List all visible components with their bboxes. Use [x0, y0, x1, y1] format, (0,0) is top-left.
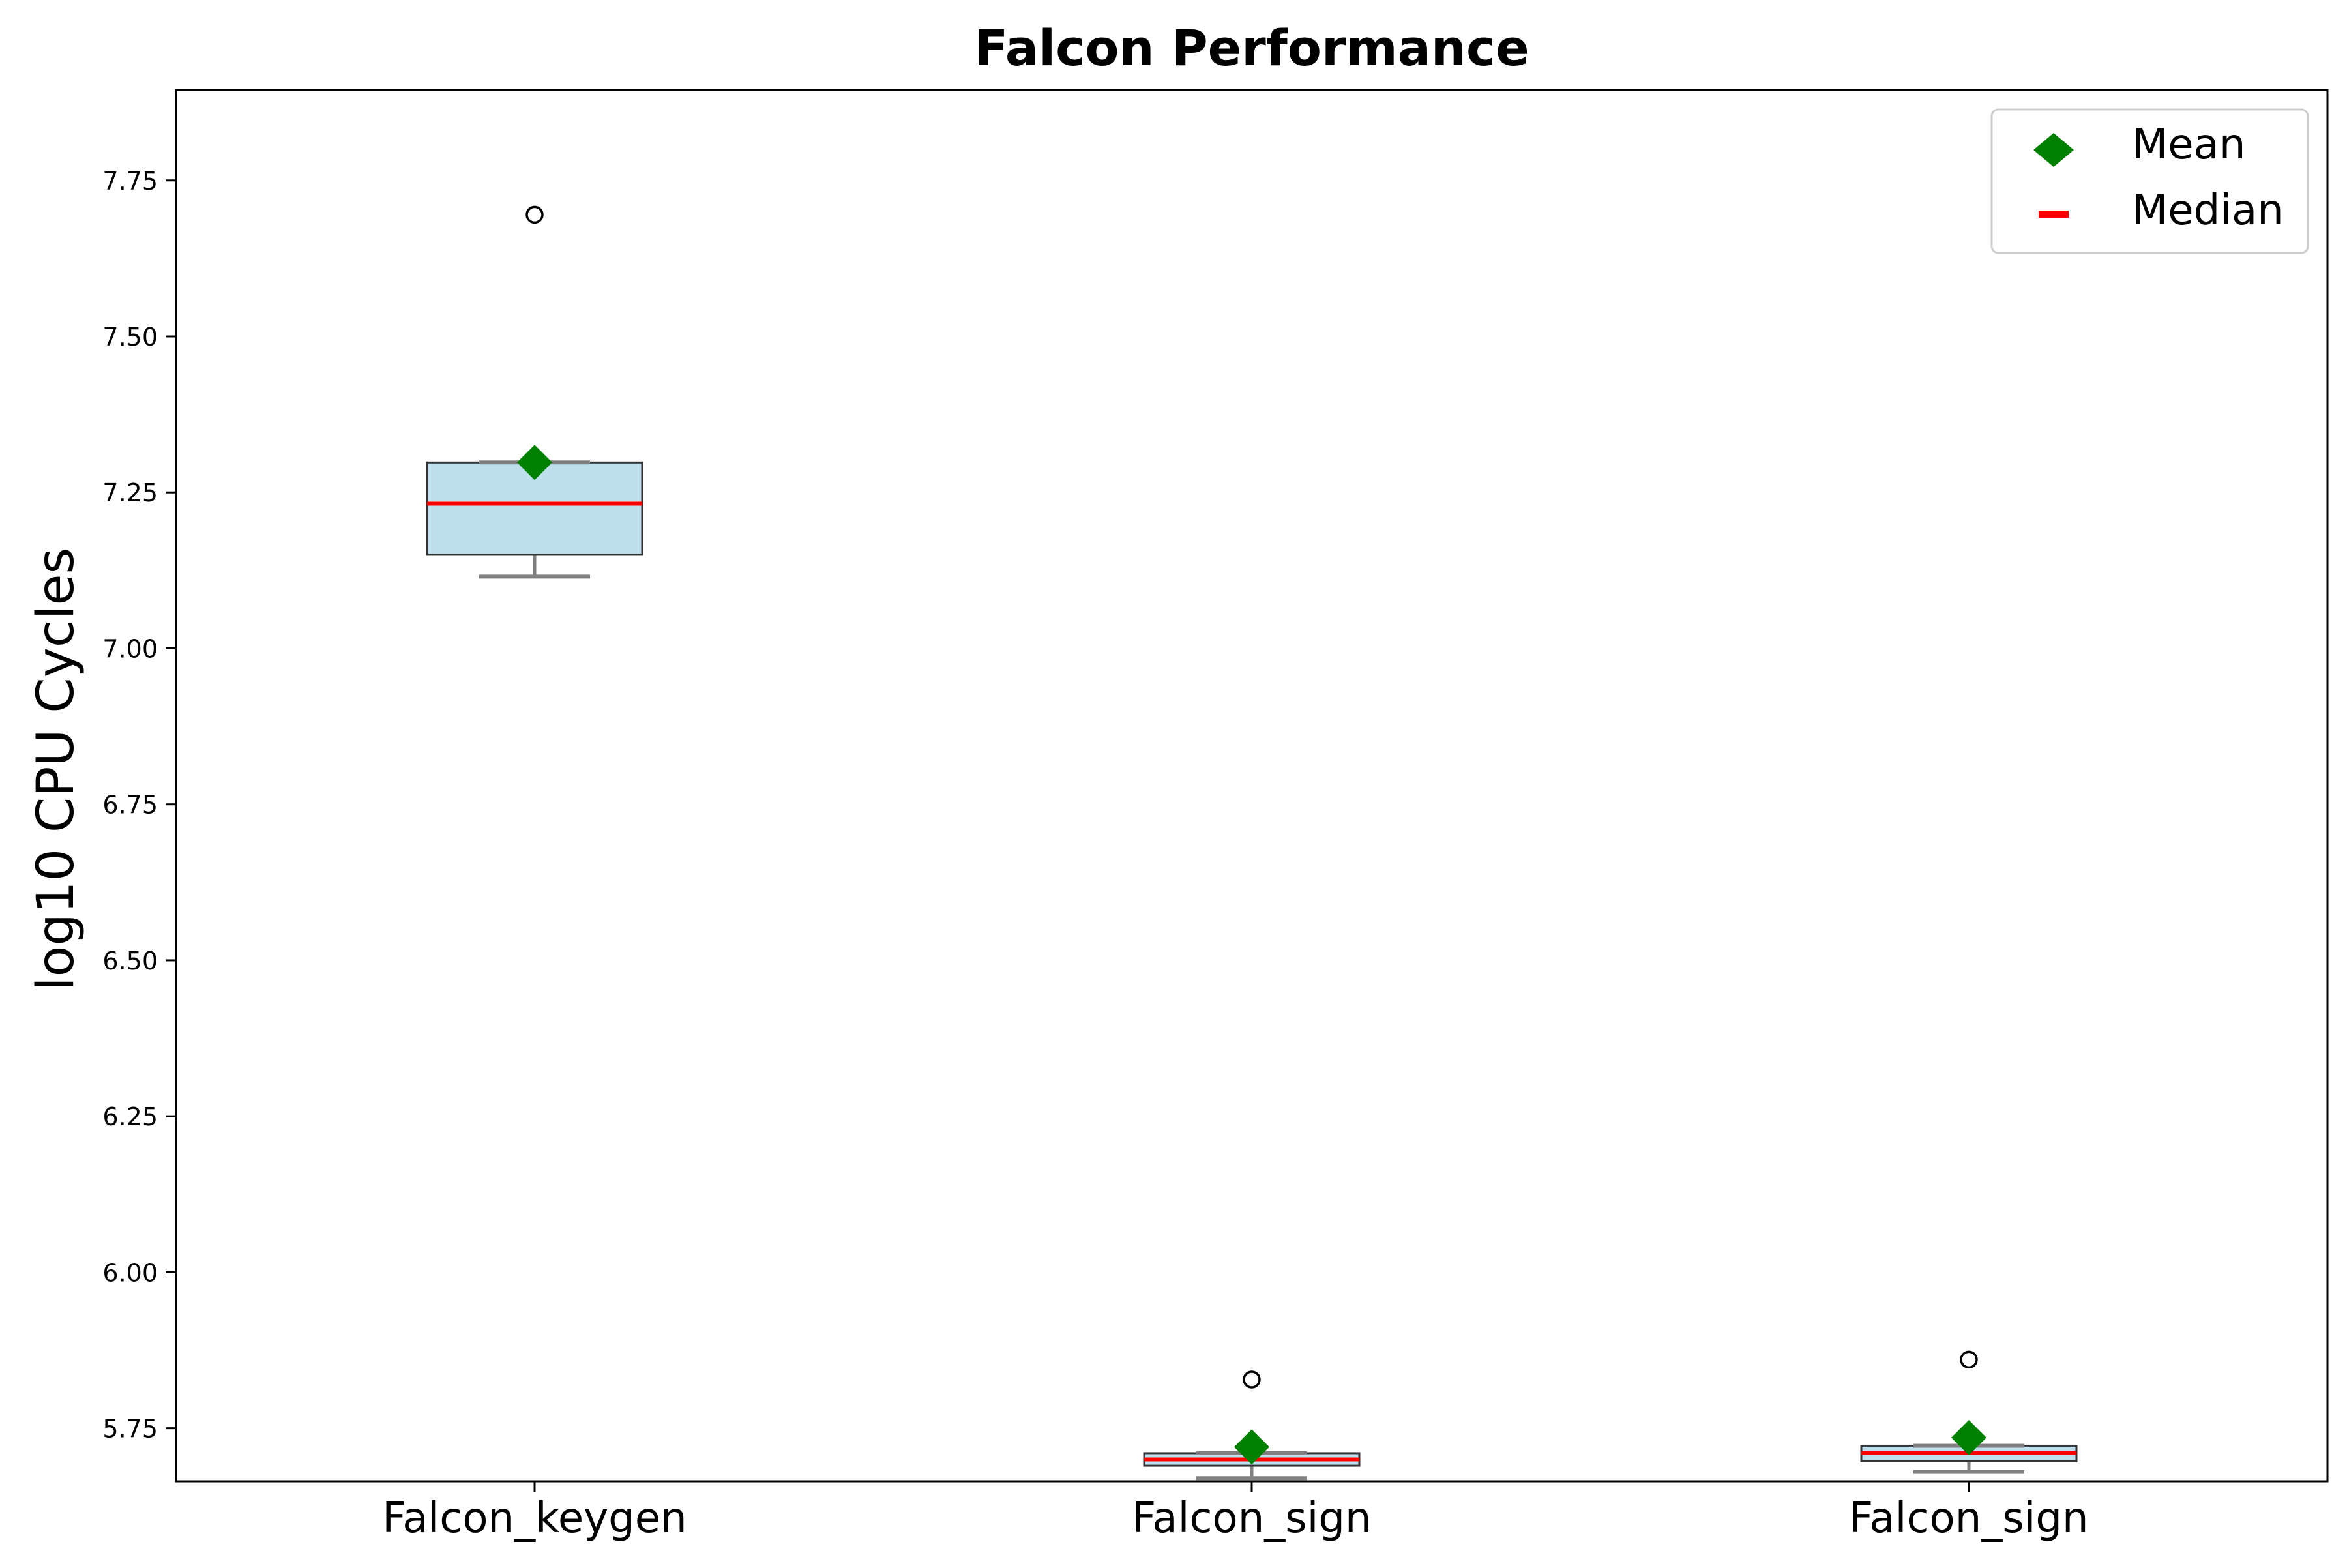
legend-median-marker: [2039, 211, 2069, 218]
outlier-point: [1960, 1350, 1978, 1369]
y-axis-label: log10 CPU Cycles: [27, 548, 85, 991]
y-tick-label: 7.75: [102, 167, 158, 196]
box-plot-2: [1860, 1350, 2078, 1474]
legend-median-label: Median: [2132, 186, 2284, 235]
chart-title: Falcon Performance: [974, 19, 1529, 77]
mean-marker: [517, 445, 552, 481]
y-tick-label: 6.25: [102, 1102, 158, 1131]
x-tick-label: Falcon_sign: [1132, 1494, 1371, 1543]
x-tick-label: Falcon_sign: [1849, 1494, 2088, 1543]
y-tick-label: 7.50: [102, 323, 158, 351]
legend-mean-label: Mean: [2132, 121, 2245, 169]
x-tick-label: Falcon_keygen: [382, 1494, 686, 1543]
y-tick-label: 6.50: [102, 947, 158, 975]
legend-frame: [1990, 108, 2309, 254]
box-plot-1: [1143, 1370, 1361, 1481]
legend-mean-marker: [2033, 133, 2074, 167]
box-plot-0: [426, 205, 643, 579]
y-tick-label: 7.00: [102, 634, 158, 663]
mean-marker: [1234, 1429, 1269, 1465]
y-tick-label: 6.00: [102, 1258, 158, 1287]
mean-marker: [1951, 1420, 1986, 1456]
y-tick-label: 7.25: [102, 479, 158, 507]
outlier-point: [1243, 1370, 1261, 1389]
outlier-point: [525, 205, 544, 224]
box-plots: [426, 205, 2078, 1481]
y-tick-label: 6.75: [102, 791, 158, 820]
y-axis: 5.75 6.00 6.25 6.50 6.75 7.00 7.25 7.50 7.75: [102, 167, 176, 1443]
y-tick-label: 5.75: [102, 1415, 158, 1443]
x-axis: Falcon_keygen Falcon_sign Falcon_sign: [382, 1481, 2089, 1543]
legend: Mean Median: [1990, 108, 2309, 254]
